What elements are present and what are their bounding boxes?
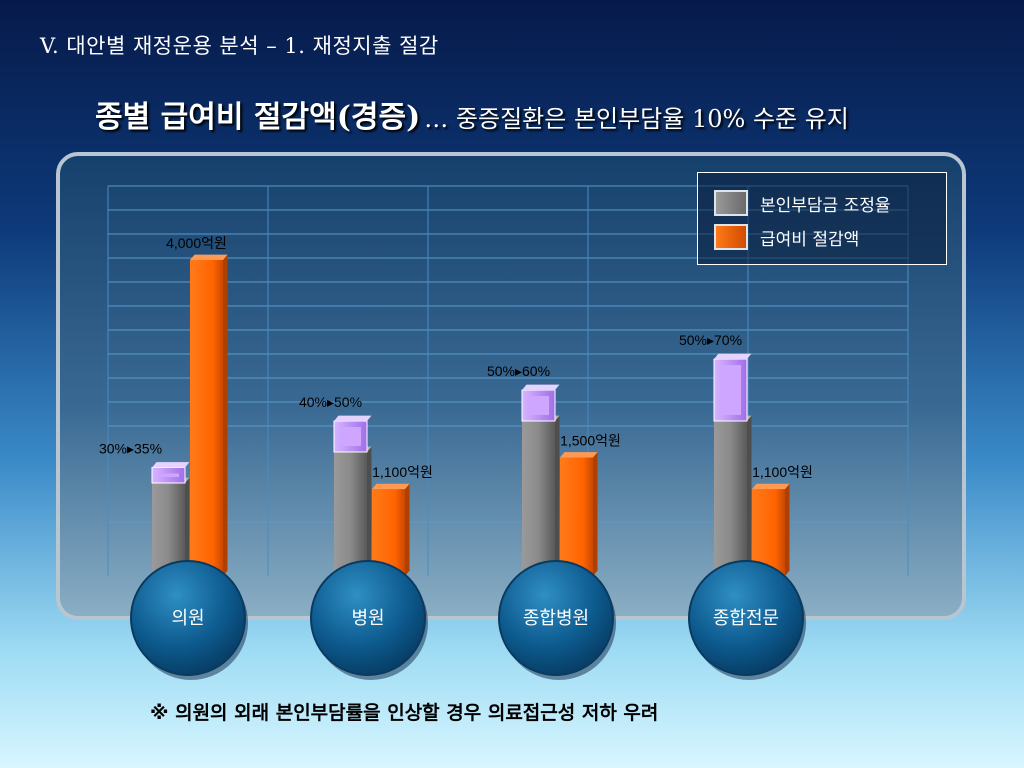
category-circle: 종합병원 bbox=[498, 560, 616, 680]
footnote: ※ 의원의 외래 본인부담률을 인상할 경우 의료접근성 저하 우려 bbox=[150, 702, 659, 724]
bar-saving-top bbox=[372, 483, 410, 490]
title-sub: … 중증질환은 본인부담율 10% 수준 유지 bbox=[424, 105, 849, 133]
bar-saving bbox=[752, 483, 790, 576]
bar-copay-base bbox=[522, 415, 560, 576]
bar-copay-increase-face bbox=[720, 365, 741, 415]
bar-copay-base bbox=[714, 415, 752, 576]
category-label: 종합병원 bbox=[523, 608, 589, 629]
data-label-copay: 30%▸35% bbox=[99, 441, 162, 457]
bar-copay-increase-face bbox=[528, 396, 549, 415]
bar-saving-side bbox=[223, 254, 228, 576]
bar-copay-increase bbox=[521, 384, 560, 422]
bar-copay-base-side bbox=[555, 415, 560, 576]
bar-saving-front bbox=[190, 260, 223, 576]
category-circle-bg bbox=[310, 560, 426, 676]
bar-copay-increase-top bbox=[334, 415, 372, 421]
category-circle: 종합전문 bbox=[688, 560, 806, 680]
category-label: 종합전문 bbox=[713, 608, 779, 629]
legend-label-copay: 본인부담금 조정율 bbox=[760, 195, 891, 216]
bar-copay-increase bbox=[713, 353, 752, 422]
bar-saving-side bbox=[785, 483, 790, 576]
legend: 본인부담금 조정율 급여비 절감액 bbox=[697, 172, 947, 265]
bar-copay-increase bbox=[151, 462, 190, 484]
bar-saving-side bbox=[593, 452, 598, 576]
section-title: V. 대안별 재정운용 분석 – 1. 재정지출 절감 bbox=[40, 34, 439, 58]
bar-saving-top bbox=[752, 483, 790, 490]
category-circle-bg bbox=[498, 560, 614, 676]
data-label-saving: 4,000억원 bbox=[166, 235, 227, 251]
bar-saving-side bbox=[405, 483, 410, 576]
bar-saving-top bbox=[560, 452, 598, 458]
page-title: 종별 급여비 절감액(경증)… 중증질환은 본인부담율 10% 수준 유지 bbox=[95, 92, 849, 136]
bar-copay-increase-face bbox=[158, 473, 179, 477]
bar-saving-front bbox=[560, 457, 593, 576]
legend-swatch-orange bbox=[714, 224, 748, 250]
legend-swatch-gray bbox=[714, 190, 748, 216]
category-label: 병원 bbox=[351, 608, 384, 629]
category-circle: 의원 bbox=[130, 560, 248, 680]
bar-copay-increase bbox=[333, 415, 372, 453]
legend-item-copay: 본인부담금 조정율 bbox=[714, 189, 891, 217]
bar-copay-increase-top bbox=[714, 353, 752, 359]
bar-copay-base-front bbox=[152, 483, 185, 576]
chart-bars bbox=[151, 254, 790, 576]
bar-copay-base-front bbox=[522, 421, 555, 576]
data-label-saving: 1,500억원 bbox=[560, 433, 621, 449]
category-circle: 병원 bbox=[310, 560, 428, 680]
bar-copay-increase-face bbox=[340, 427, 361, 446]
legend-item-saving: 급여비 절감액 bbox=[714, 223, 859, 251]
chart-labels: 30%▸35% 4,000억원 40%▸50% 1,100억원 50%▸60% 1,500… bbox=[99, 235, 813, 480]
data-label-saving: 1,100억원 bbox=[372, 464, 433, 480]
bar-copay-base bbox=[334, 446, 372, 576]
bar-saving bbox=[190, 254, 228, 576]
title-main: 종별 급여비 절감액(경증) bbox=[95, 100, 421, 135]
data-label-saving: 1,100억원 bbox=[752, 464, 813, 480]
data-label-copay: 40%▸50% bbox=[299, 394, 362, 410]
category-label: 의원 bbox=[171, 608, 204, 629]
bar-saving bbox=[560, 452, 598, 576]
bar-copay-increase-top bbox=[152, 462, 190, 468]
category-circle-bg bbox=[130, 560, 246, 676]
bar-copay-increase-top bbox=[522, 384, 560, 390]
bar-copay-base-front bbox=[714, 421, 747, 576]
legend-label-saving: 급여비 절감액 bbox=[760, 229, 860, 250]
bar-copay-base-side bbox=[367, 446, 372, 576]
bar-copay-base-front bbox=[334, 452, 367, 576]
category-circles: 의원 병원 종합병원 종합전문 bbox=[130, 560, 806, 680]
data-label-copay: 50%▸60% bbox=[487, 363, 550, 379]
bar-saving-top bbox=[190, 254, 228, 260]
bar-copay-base-side bbox=[747, 415, 752, 576]
data-label-copay: 50%▸70% bbox=[679, 332, 742, 348]
category-circle-bg bbox=[688, 560, 804, 676]
bar-copay-base-side bbox=[185, 477, 190, 576]
